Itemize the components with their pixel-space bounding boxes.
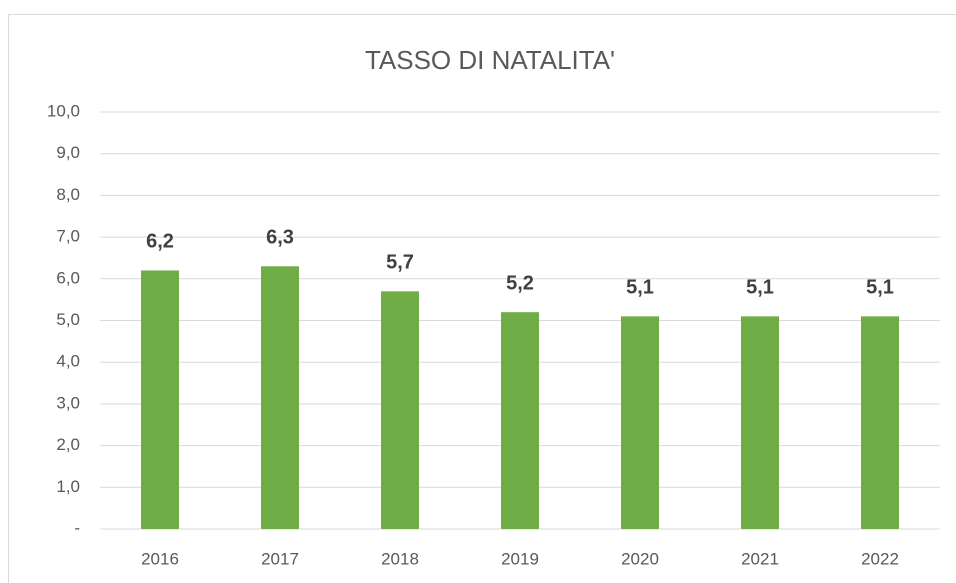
x-tick-label: 2022 [861,549,899,568]
bar [381,291,419,529]
y-tick-label: 5,0 [56,310,80,329]
x-tick-label: 2018 [381,549,419,568]
data-label: 6,3 [266,227,294,249]
y-tick-label: 7,0 [56,227,80,246]
y-tick-label: 8,0 [56,185,80,204]
x-tick-label: 2019 [501,549,539,568]
bar [621,316,659,529]
bar [741,316,779,529]
chart-title: TASSO DI NATALITA' [365,45,615,75]
bar [861,316,899,529]
bar [501,312,539,529]
y-tick-label: 2,0 [56,435,80,454]
bar [261,266,299,529]
y-tick-label: 1,0 [56,477,80,496]
data-label: 5,2 [506,272,534,294]
y-tick-label: 4,0 [56,352,80,371]
data-label: 5,1 [626,277,654,299]
y-tick-label: 3,0 [56,393,80,412]
bar [141,270,179,529]
x-tick-label: 2021 [741,549,779,568]
data-label: 5,1 [866,277,894,299]
y-tick-label: 9,0 [56,143,80,162]
x-tick-label: 2016 [141,549,179,568]
data-label: 5,1 [746,277,774,299]
x-tick-label: 2017 [261,549,299,568]
y-tick-label: 6,0 [56,268,80,287]
y-tick-label: - [74,518,80,537]
data-label: 5,7 [386,252,414,274]
x-tick-label: 2020 [621,549,659,568]
data-label: 6,2 [146,231,174,253]
y-tick-label: 10,0 [47,101,80,120]
